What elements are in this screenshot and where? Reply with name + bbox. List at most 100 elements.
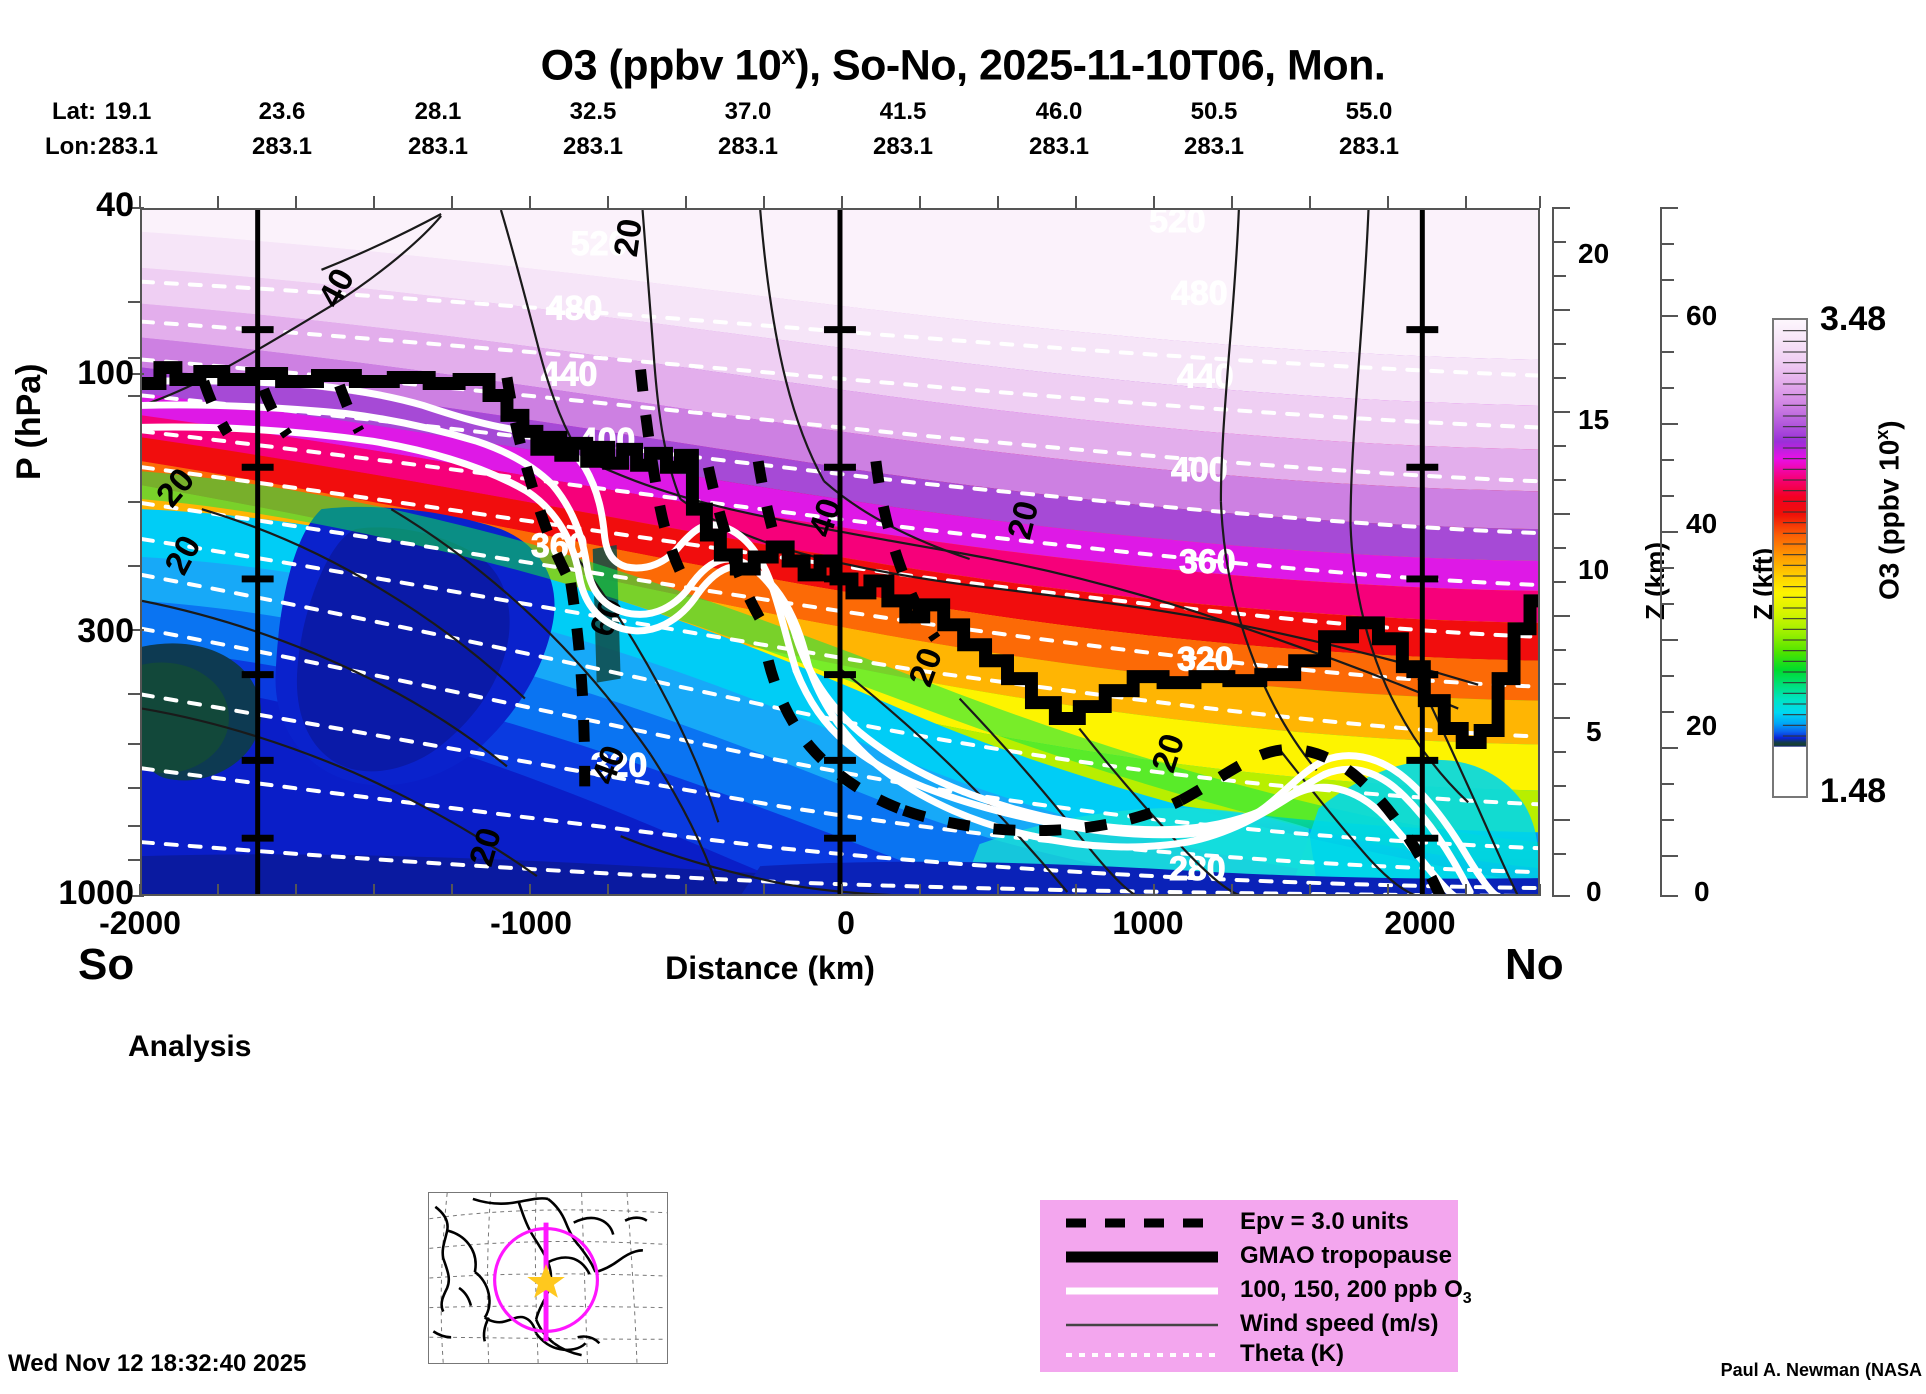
theta-contour-labels: 520 520 480 480 440 440 400 400 360 360 …: [530, 210, 1236, 889]
x-tick-label: 0: [837, 905, 855, 941]
y-axis-title: P (hPa): [10, 363, 48, 480]
credit-label: Paul A. Newman (NASA: [1720, 1360, 1922, 1380]
legend-ozone-subscript: 3: [1462, 1289, 1472, 1307]
lon-value: 283.1: [1338, 133, 1400, 160]
y-tick-label: 100: [77, 354, 134, 392]
x-axis-title: Distance (km): [665, 950, 875, 986]
z-km-ticks: [1552, 207, 1570, 897]
epv-contour: [198, 368, 1446, 894]
y-tick-label: 300: [77, 612, 134, 650]
svg-text:280: 280: [1169, 850, 1226, 888]
lon-value: 283.1: [872, 133, 934, 160]
colorbar-min-label: 1.48: [1820, 772, 1887, 810]
lat-value: 37.0: [724, 98, 772, 125]
lon-value: 283.1: [407, 133, 469, 160]
colorbar-title-superscript: x: [1872, 429, 1892, 440]
z-km-axis-title: Z (km): [1640, 542, 1670, 620]
lat-value: 41.5: [879, 98, 927, 125]
lat-row: Lat: 19.1 23.6 28.1 32.5 37.0 41.5 46.0 …: [0, 98, 1926, 128]
colorbar-max-label: 3.48: [1820, 300, 1887, 338]
legend-row-tropopause: GMAO tropopause: [1040, 1240, 1458, 1274]
z-kft-axis: [1660, 208, 1662, 896]
lon-value: 283.1: [562, 133, 624, 160]
page-title: O3 (ppbv 10x), So-No, 2025-11-10T06, Mon…: [0, 40, 1926, 90]
inset-map-graphic: [429, 1193, 667, 1363]
colorbar-title-prefix: O3 (ppbv 10: [1873, 439, 1905, 600]
center-star-marker: [527, 1264, 565, 1298]
analysis-label: Analysis: [128, 1030, 252, 1063]
timestamp-label: Wed Nov 12 18:32:40 2025: [8, 1350, 307, 1377]
z-km-tick-label: 20: [1578, 238, 1610, 269]
legend-label-epv: Epv = 3.0 units: [1240, 1208, 1409, 1235]
legend-row-epv: Epv = 3.0 units: [1040, 1206, 1458, 1240]
svg-text:520: 520: [571, 225, 628, 263]
z-km-tick-label: 0: [1586, 876, 1602, 907]
gmao-tropopause: [142, 361, 1538, 749]
title-suffix: ), So-No, 2025-11-10T06, Mon.: [795, 41, 1386, 90]
legend-label-tropopause: GMAO tropopause: [1240, 1242, 1453, 1269]
legend-panel: Epv = 3.0 units GMAO tropopause 100, 150…: [1040, 1200, 1472, 1372]
svg-text:20: 20: [607, 216, 650, 259]
x-tick-label: 2000: [1384, 905, 1456, 941]
title-superscript: x: [781, 40, 796, 70]
title-prefix: O3 (ppbv 10: [540, 41, 782, 90]
legend-row-ozone-ppb: 100, 150, 200 ppb O3: [1040, 1274, 1472, 1308]
svg-text:520: 520: [1149, 210, 1206, 240]
z-kft-tick-label: 40: [1686, 508, 1718, 539]
z-kft-tick-label: 20: [1686, 710, 1718, 741]
ozone-contour-field: 520 520 480 480 440 440 400 400 360 360 …: [142, 210, 1538, 894]
colorbar-title: O3 (ppbv 10x): [1872, 420, 1905, 600]
svg-text:480: 480: [1171, 275, 1228, 313]
lon-label: Lon:: [45, 133, 97, 160]
svg-text:400: 400: [1171, 451, 1228, 489]
z-kft-tick-label: 0: [1694, 876, 1710, 907]
z-km-tick-label: 15: [1578, 404, 1610, 435]
lat-value: 50.5: [1190, 98, 1238, 125]
inset-location-map[interactable]: [428, 1192, 668, 1364]
lon-row: Lon: 283.1 283.1 283.1 283.1 283.1 283.1…: [0, 133, 1926, 163]
x-tick-label: -2000: [99, 905, 181, 941]
lat-value: 55.0: [1345, 98, 1393, 125]
dotted-white-icon: [1066, 1353, 1218, 1357]
x-tick-label: -1000: [490, 905, 572, 941]
colorbar-title-suffix: ): [1873, 420, 1905, 430]
lat-label: Lat:: [52, 98, 96, 125]
lat-value: 28.1: [414, 98, 462, 125]
lat-value: 46.0: [1035, 98, 1083, 125]
vertical-track-markers: [255, 210, 1425, 894]
south-end-label: So: [78, 940, 135, 989]
lat-value: 19.1: [104, 98, 152, 125]
svg-text:20: 20: [1000, 497, 1046, 543]
solid-white-icon: [1066, 1287, 1218, 1295]
lon-value: 283.1: [1183, 133, 1245, 160]
colorbar-gradient: [1774, 320, 1806, 747]
z-kft-tick-label: 60: [1686, 300, 1718, 331]
north-end-label: No: [1505, 940, 1564, 989]
lat-value: 32.5: [569, 98, 617, 125]
lon-value: 283.1: [251, 133, 313, 160]
legend-row-theta: Theta (K): [1040, 1338, 1458, 1372]
lat-value: 23.6: [258, 98, 306, 125]
vertical-track-ticks: [241, 326, 1439, 842]
z-km-tick-label: 5: [1586, 716, 1602, 747]
svg-text:480: 480: [546, 290, 603, 328]
graticule: [429, 1193, 667, 1363]
solid-thin-gray-icon: [1066, 1323, 1218, 1327]
wind-speed-contours: [142, 210, 1519, 894]
lon-value: 283.1: [97, 133, 159, 160]
legend-row-wind-speed: Wind speed (m/s): [1040, 1308, 1458, 1342]
solid-thick-black-icon: [1066, 1251, 1218, 1263]
dashed-thick-black-icon: [1066, 1218, 1218, 1228]
coastlines: [432, 1197, 648, 1357]
svg-text:440: 440: [1177, 357, 1234, 395]
svg-text:320: 320: [591, 746, 648, 784]
cross-section-plot[interactable]: 520 520 480 480 440 440 400 400 360 360 …: [140, 208, 1540, 896]
lon-value: 283.1: [717, 133, 779, 160]
legend-label-theta: Theta (K): [1240, 1340, 1344, 1367]
z-km-axis: [1552, 208, 1554, 896]
legend-label-ozone-ppb: 100, 150, 200 ppb O3: [1240, 1276, 1472, 1307]
x-tick-label: 1000: [1112, 905, 1184, 941]
z-km-tick-label: 10: [1578, 554, 1610, 585]
colorbar[interactable]: [1772, 318, 1808, 798]
legend-label-wind-speed: Wind speed (m/s): [1240, 1310, 1439, 1337]
